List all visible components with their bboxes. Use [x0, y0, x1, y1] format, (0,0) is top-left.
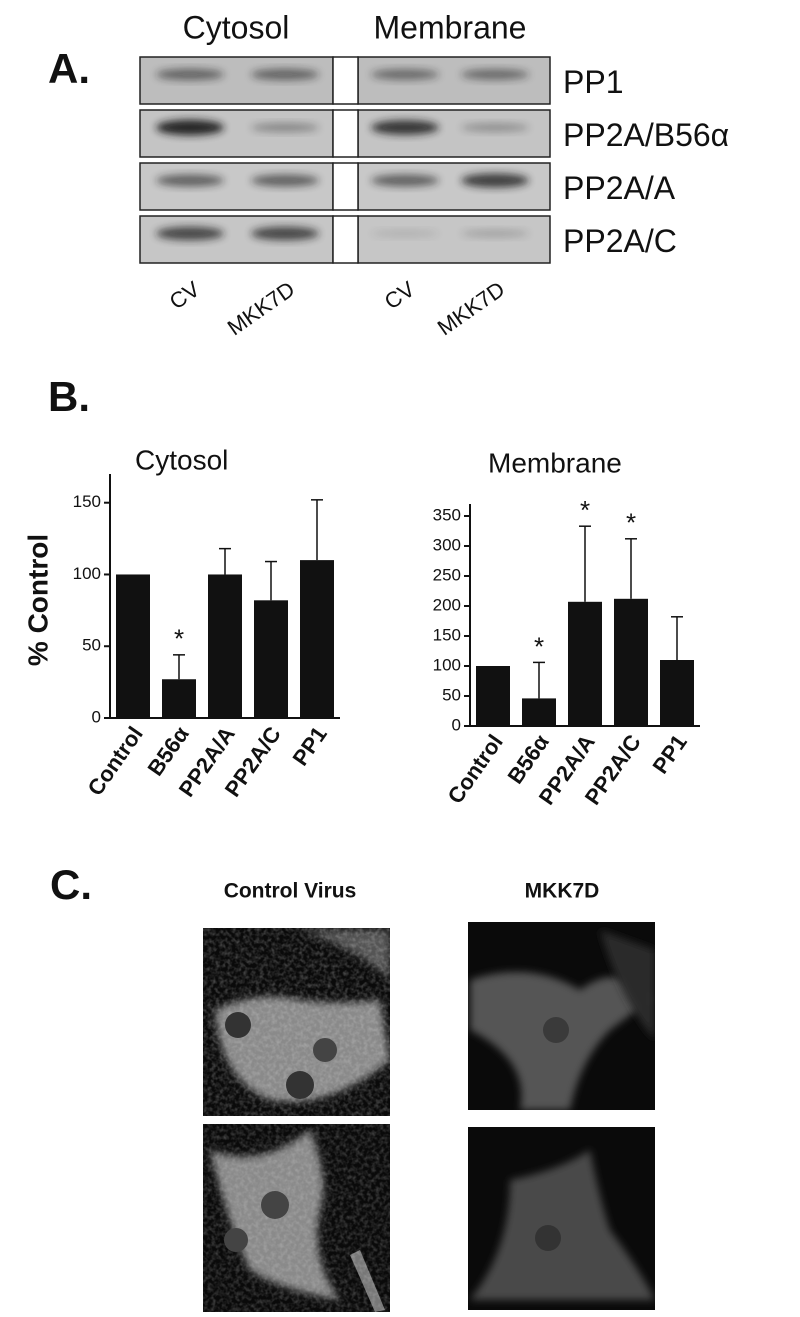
- x-tick-label: PP1: [648, 730, 692, 778]
- y-tick-label: 50: [442, 685, 461, 704]
- y-tick-label: 100: [73, 564, 101, 583]
- micrograph: [203, 1124, 390, 1312]
- significance-marker: *: [626, 508, 636, 538]
- y-tick-label: 350: [433, 505, 461, 524]
- row-label: PP1: [563, 64, 623, 100]
- bar: [162, 679, 196, 718]
- lane-gap: [332, 162, 359, 211]
- blot-band: [461, 229, 529, 238]
- column-header: Control Virus: [224, 880, 357, 903]
- blot-band: [371, 229, 439, 238]
- lane-gap: [332, 56, 359, 105]
- significance-marker: *: [534, 631, 544, 661]
- blot-band: [251, 174, 319, 187]
- y-tick-label: 0: [452, 715, 461, 734]
- bar: [522, 698, 556, 726]
- blot-band: [371, 69, 439, 80]
- panel-label: A.: [48, 45, 90, 92]
- western-blot: PP1 PP2A/B56α PP2A/A PP2A/C CV MKK7D CV MKK7D: [139, 56, 729, 340]
- y-tick-label: 150: [73, 492, 101, 511]
- significance-marker: *: [174, 624, 184, 654]
- column-header: Cytosol: [183, 9, 290, 45]
- panel-label: C.: [50, 861, 92, 908]
- blot-band: [371, 174, 439, 187]
- y-tick-label: 300: [433, 535, 461, 554]
- bar: [116, 574, 150, 718]
- blot-strip: [357, 56, 551, 105]
- blot-strip: [139, 215, 334, 264]
- bar: [614, 598, 648, 726]
- y-tick-label: 50: [82, 636, 101, 655]
- row-label: PP2A/B56α: [563, 117, 729, 153]
- chart-title: Cytosol: [135, 444, 228, 475]
- blot-strip: [139, 162, 334, 211]
- bar: [568, 601, 602, 726]
- lane-label: MKK7D: [223, 276, 299, 340]
- panel-label: B.: [48, 373, 90, 420]
- x-tick-label: Control: [443, 730, 508, 808]
- y-tick-label: 250: [433, 565, 461, 584]
- bar: [254, 600, 288, 718]
- micrograph: [468, 1127, 655, 1310]
- blot-band: [156, 119, 224, 136]
- bar: [300, 560, 334, 718]
- lane-label: CV: [380, 276, 420, 314]
- y-tick-label: 100: [433, 655, 461, 674]
- lane-label: MKK7D: [433, 276, 509, 340]
- blot-band: [156, 174, 224, 187]
- blot-strip: [357, 162, 551, 211]
- y-tick-label: 150: [433, 625, 461, 644]
- y-tick-label: 200: [433, 595, 461, 614]
- y-tick-label: 0: [92, 707, 101, 726]
- blot-band: [371, 120, 439, 135]
- significance-marker: *: [580, 495, 590, 525]
- blot-band: [461, 173, 529, 188]
- blot-band: [251, 226, 319, 241]
- x-tick-label: Control: [83, 722, 148, 800]
- lane-gap: [332, 215, 359, 264]
- blot-strip: [139, 56, 334, 105]
- lane-gap: [332, 109, 359, 158]
- row-label: PP2A/A: [563, 170, 676, 206]
- blot-band: [461, 69, 529, 80]
- micrograph: [203, 928, 390, 1116]
- bar: [660, 660, 694, 726]
- y-axis-label: % Control: [22, 534, 53, 666]
- column-header: Membrane: [374, 9, 527, 45]
- chart-title: Membrane: [488, 447, 622, 478]
- blot-band: [251, 122, 319, 133]
- bar: [208, 574, 242, 718]
- micrograph: [468, 922, 655, 1110]
- x-tick-label: PP1: [288, 722, 332, 770]
- blot-strip: [357, 215, 551, 264]
- blot-band: [461, 123, 529, 132]
- blot-band: [156, 226, 224, 241]
- lane-label: CV: [165, 276, 205, 314]
- column-header: MKK7D: [525, 880, 600, 903]
- blot-band: [251, 68, 319, 81]
- bar: [476, 666, 510, 726]
- blot-band: [156, 68, 224, 81]
- row-label: PP2A/C: [563, 223, 677, 259]
